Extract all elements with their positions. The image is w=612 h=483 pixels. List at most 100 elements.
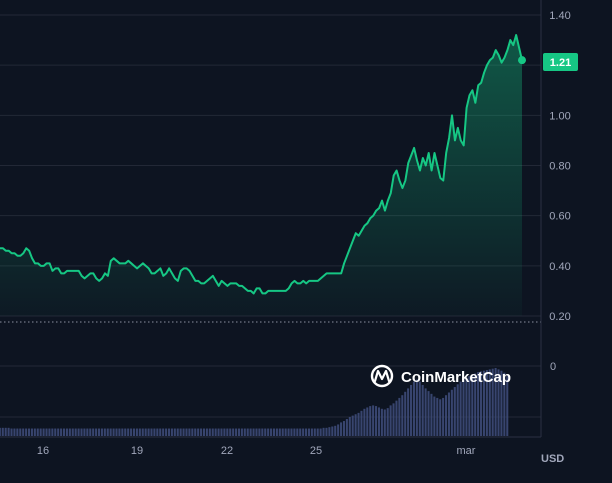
- volume-bar: [497, 369, 500, 436]
- y-tick-label: 0.20: [549, 311, 570, 323]
- volume-bar: [407, 388, 410, 436]
- volume-bar: [173, 428, 176, 436]
- volume-bar: [243, 428, 246, 436]
- volume-bar: [436, 397, 439, 436]
- volume-bar: [4, 427, 7, 436]
- price-area-fill: [0, 35, 522, 316]
- volume-bar: [319, 428, 322, 436]
- volume-bar: [197, 428, 200, 436]
- watermark-text: CoinMarketCap: [401, 369, 511, 386]
- volume-bar: [80, 428, 83, 436]
- volume-bar: [351, 415, 354, 436]
- last-price-marker: [518, 56, 526, 65]
- volume-bar: [156, 428, 159, 436]
- volume-bar: [112, 428, 115, 436]
- volume-bar: [135, 428, 138, 436]
- volume-bar: [389, 405, 392, 436]
- volume-bar: [83, 428, 86, 436]
- x-tick-label: 22: [221, 445, 233, 457]
- y-tick-label: 0.60: [549, 211, 570, 223]
- volume-bar: [450, 389, 453, 436]
- volume-bar: [252, 428, 255, 436]
- volume-bar: [340, 422, 343, 436]
- volume-bar: [118, 428, 121, 436]
- volume-bar: [366, 407, 369, 436]
- volume-bar: [211, 428, 214, 436]
- volume-bar: [342, 421, 345, 436]
- volume-bar: [13, 428, 16, 436]
- volume-bar: [42, 428, 45, 436]
- volume-bar: [316, 428, 319, 436]
- volume-bar: [462, 378, 465, 436]
- volume-bar: [7, 427, 10, 436]
- volume-bar: [170, 428, 173, 436]
- volume-bar: [471, 374, 474, 436]
- volume-bar: [310, 428, 313, 436]
- volume-bar: [412, 381, 415, 436]
- volume-bar: [77, 428, 80, 436]
- coinmarketcap-logo-icon: [370, 364, 394, 388]
- volume-bar: [328, 427, 331, 436]
- volume-bar: [144, 428, 147, 436]
- volume-bar: [132, 428, 136, 436]
- volume-bar: [92, 428, 95, 436]
- volume-bar: [322, 427, 325, 436]
- volume-bar: [482, 370, 485, 436]
- volume-bar: [167, 428, 171, 436]
- volume-axis-tick-label: 0: [550, 361, 556, 373]
- volume-bar: [19, 428, 22, 436]
- volume-bar: [159, 428, 162, 436]
- volume-bar: [348, 416, 351, 436]
- price-area: [0, 34, 526, 316]
- current-price-badge: 1.21: [543, 53, 578, 71]
- volume-bar: [445, 395, 448, 436]
- volume-bar: [30, 428, 33, 436]
- volume-bar: [331, 426, 334, 436]
- volume-bar: [395, 400, 398, 436]
- x-tick-label: 19: [131, 445, 143, 457]
- volume-bar: [296, 428, 299, 436]
- volume-bar: [62, 428, 66, 436]
- volume-bar: [293, 428, 296, 436]
- volume-bar: [220, 428, 223, 436]
- volume-bar: [138, 428, 141, 436]
- volume-bar: [115, 428, 118, 436]
- volume-bar: [109, 428, 112, 436]
- volume-bar: [424, 388, 427, 436]
- y-tick-label: 1.00: [549, 110, 570, 122]
- volume-bar: [162, 428, 165, 436]
- volume-bar: [369, 406, 372, 436]
- coinmarketcap-watermark: CoinMarketCap: [370, 364, 511, 388]
- volume-bar: [176, 428, 179, 436]
- volume-bar: [68, 428, 71, 436]
- volume-bar: [386, 408, 389, 436]
- volume-bar: [459, 381, 462, 436]
- volume-bar: [97, 428, 101, 436]
- volume-bar: [275, 428, 278, 436]
- volume-bar: [130, 428, 133, 436]
- volume-bar: [39, 428, 42, 436]
- volume-bar: [325, 427, 328, 436]
- volume-bar: [1, 427, 4, 436]
- volume-bar: [89, 428, 92, 436]
- x-tick-label: mar: [457, 445, 476, 457]
- x-tick-label: 25: [310, 445, 322, 457]
- volume-bar: [337, 424, 340, 436]
- volume-bar: [0, 427, 1, 436]
- volume-bar: [60, 428, 63, 436]
- volume-bar: [290, 428, 293, 436]
- volume-bar: [200, 428, 203, 436]
- volume-bar: [185, 428, 188, 436]
- volume-bar: [485, 370, 488, 436]
- volume-bar: [232, 428, 235, 436]
- volume-bar: [74, 428, 77, 436]
- volume-bar: [141, 428, 144, 436]
- volume-bar: [281, 428, 284, 436]
- volume-bar: [28, 428, 31, 436]
- volume-bar: [124, 428, 127, 436]
- price-line: [0, 34, 523, 295]
- volume-bar: [307, 428, 310, 436]
- volume-bar: [36, 428, 39, 436]
- volume-bar: [357, 412, 360, 436]
- axes: [0, 0, 542, 438]
